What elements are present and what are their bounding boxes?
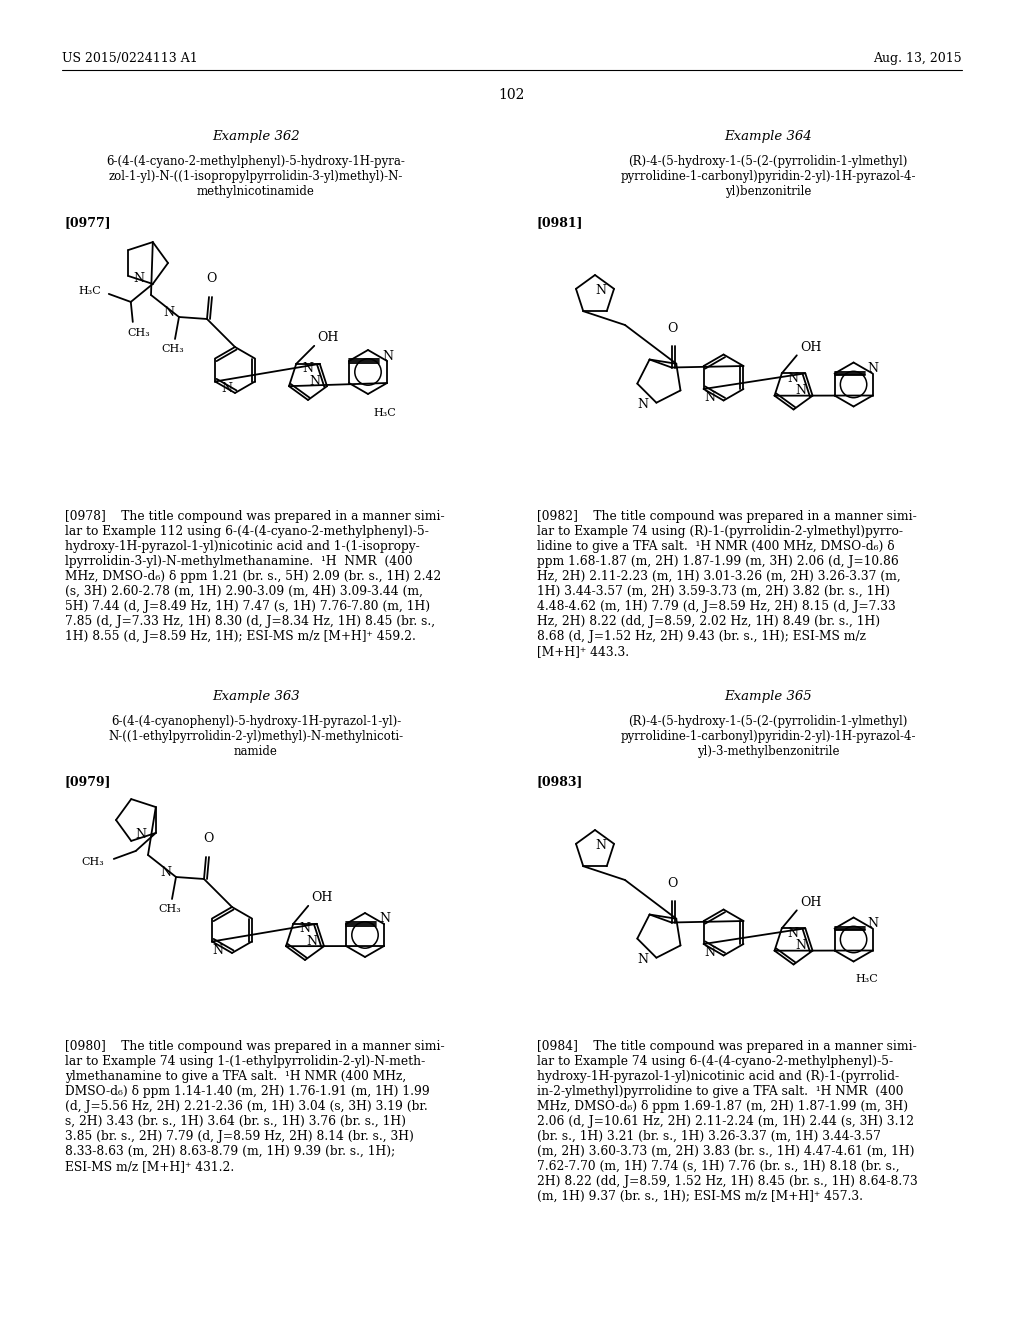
Text: N: N bbox=[787, 372, 799, 385]
Text: CH₃: CH₃ bbox=[162, 345, 184, 354]
Text: O: O bbox=[668, 322, 678, 335]
Text: [0984]    The title compound was prepared in a manner simi-
lar to Example 74 us: [0984] The title compound was prepared i… bbox=[537, 1040, 918, 1203]
Text: CH₃: CH₃ bbox=[128, 327, 151, 338]
Text: Example 363: Example 363 bbox=[212, 690, 300, 704]
Text: [0982]    The title compound was prepared in a manner simi-
lar to Example 74 us: [0982] The title compound was prepared i… bbox=[537, 510, 916, 657]
Text: N: N bbox=[795, 384, 806, 397]
Text: O: O bbox=[668, 876, 678, 890]
Text: [0983]: [0983] bbox=[537, 775, 584, 788]
Text: H₃C: H₃C bbox=[373, 408, 395, 418]
Text: 102: 102 bbox=[499, 88, 525, 102]
Text: [0977]: [0977] bbox=[65, 216, 112, 228]
Text: OH: OH bbox=[311, 891, 333, 904]
Text: N: N bbox=[164, 306, 174, 319]
Text: N: N bbox=[795, 940, 806, 952]
Text: Example 364: Example 364 bbox=[724, 129, 812, 143]
Text: N: N bbox=[161, 866, 171, 879]
Text: Example 365: Example 365 bbox=[724, 690, 812, 704]
Text: 6-(4-(4-cyano-2-methylphenyl)-5-hydroxy-1H-pyra-
zol-1-yl)-N-((1-isopropylpyrrol: 6-(4-(4-cyano-2-methylphenyl)-5-hydroxy-… bbox=[106, 154, 406, 198]
Text: H₃C: H₃C bbox=[856, 974, 879, 983]
Text: OH: OH bbox=[800, 341, 821, 354]
Text: N: N bbox=[705, 391, 715, 404]
Text: (R)-4-(5-hydroxy-1-(5-(2-(pyrrolidin-1-ylmethyl)
pyrrolidine-1-carbonyl)pyridin-: (R)-4-(5-hydroxy-1-(5-(2-(pyrrolidin-1-y… bbox=[621, 715, 915, 758]
Text: N: N bbox=[299, 923, 310, 936]
Text: OH: OH bbox=[317, 331, 339, 345]
Text: N: N bbox=[135, 829, 146, 841]
Text: CH₃: CH₃ bbox=[82, 857, 104, 867]
Text: N: N bbox=[705, 946, 715, 960]
Text: [0980]    The title compound was prepared in a manner simi-
lar to Example 74 us: [0980] The title compound was prepared i… bbox=[65, 1040, 444, 1173]
Text: N: N bbox=[306, 935, 317, 948]
Text: O: O bbox=[206, 272, 216, 285]
Text: N: N bbox=[221, 381, 232, 395]
Text: N: N bbox=[637, 953, 648, 966]
Text: US 2015/0224113 A1: US 2015/0224113 A1 bbox=[62, 51, 198, 65]
Text: OH: OH bbox=[800, 896, 821, 909]
Text: N: N bbox=[867, 362, 879, 375]
Text: H₃C: H₃C bbox=[79, 286, 101, 296]
Text: O: O bbox=[203, 833, 213, 846]
Text: CH₃: CH₃ bbox=[159, 904, 181, 913]
Text: N: N bbox=[133, 272, 144, 285]
Text: Aug. 13, 2015: Aug. 13, 2015 bbox=[873, 51, 962, 65]
Text: [0978]    The title compound was prepared in a manner simi-
lar to Example 112 u: [0978] The title compound was prepared i… bbox=[65, 510, 444, 643]
Text: N: N bbox=[637, 399, 648, 412]
Text: N: N bbox=[213, 944, 223, 957]
Text: 6-(4-(4-cyanophenyl)-5-hydroxy-1H-pyrazol-1-yl)-
N-((1-ethylpyrrolidin-2-yl)meth: 6-(4-(4-cyanophenyl)-5-hydroxy-1H-pyrazo… bbox=[109, 715, 403, 758]
Text: N: N bbox=[379, 912, 390, 925]
Text: N: N bbox=[596, 840, 606, 853]
Text: N: N bbox=[309, 375, 321, 388]
Text: [0979]: [0979] bbox=[65, 775, 112, 788]
Text: [0981]: [0981] bbox=[537, 216, 584, 228]
Text: Example 362: Example 362 bbox=[212, 129, 300, 143]
Text: (R)-4-(5-hydroxy-1-(5-(2-(pyrrolidin-1-ylmethyl)
pyrrolidine-1-carbonyl)pyridin-: (R)-4-(5-hydroxy-1-(5-(2-(pyrrolidin-1-y… bbox=[621, 154, 915, 198]
Text: N: N bbox=[382, 350, 393, 363]
Text: N: N bbox=[867, 917, 879, 931]
Text: N: N bbox=[596, 284, 606, 297]
Text: N: N bbox=[302, 362, 313, 375]
Text: N: N bbox=[787, 927, 799, 940]
